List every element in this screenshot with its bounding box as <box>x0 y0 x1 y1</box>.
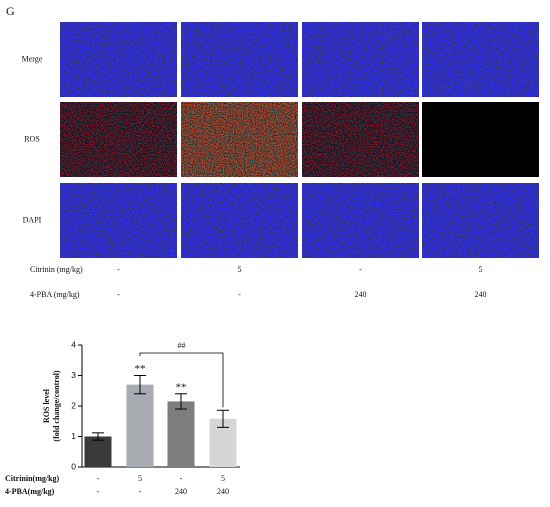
bar <box>84 436 112 467</box>
group-value: - <box>139 487 142 496</box>
group-value: - <box>97 487 100 496</box>
treatment-value: 5 <box>479 265 483 274</box>
micrograph <box>181 102 298 177</box>
micrograph <box>302 102 419 177</box>
image-grid: Merge ROS DAPI Citrinin (mg/kg) - 5 - 5 4-PBA (m… <box>22 22 539 299</box>
micrograph <box>422 22 539 97</box>
y-axis-label: ROS level(fold change/control) <box>42 370 61 442</box>
panel-label: G <box>6 4 15 18</box>
micrograph <box>60 102 177 177</box>
micrograph <box>422 102 539 177</box>
treatment-value: - <box>117 265 120 274</box>
group-value: 5 <box>138 474 142 483</box>
comparison-bracket <box>139 352 224 408</box>
y-tick-label: 2 <box>71 400 76 410</box>
micrograph <box>302 183 419 258</box>
micrograph <box>422 183 539 258</box>
micrograph <box>181 183 298 258</box>
treatment-label: Citrinin (mg/kg) <box>30 265 83 274</box>
y-tick-label: 1 <box>71 431 76 441</box>
group-value: 240 <box>217 487 229 496</box>
bar <box>126 384 154 467</box>
y-tick-label: 0 <box>71 461 76 471</box>
treatment-value: 240 <box>355 290 367 299</box>
y-axis-label-line: (fold change/control) <box>52 370 61 442</box>
group-value: 240 <box>175 487 187 496</box>
group-value: - <box>97 474 100 483</box>
row-label: ROS <box>24 134 40 143</box>
significance: ** <box>135 363 146 375</box>
group-label: 4-PBA(mg/kg) <box>5 487 55 496</box>
micrograph <box>60 183 177 258</box>
treatment-value: - <box>117 290 120 299</box>
micrograph <box>181 22 298 97</box>
bracket-label: ## <box>178 341 186 350</box>
y-axis-label-line: ROS level <box>42 388 51 423</box>
significance: ** <box>176 381 187 393</box>
bar-chart: 0 1 2 3 4 ROS level(fold change/control) ** ** #… <box>5 339 240 496</box>
treatment-label: 4-PBA (mg/kg) <box>30 290 80 299</box>
y-tick-label: 3 <box>71 370 76 380</box>
micrograph <box>302 22 419 97</box>
row-label: Merge <box>22 54 43 63</box>
bar <box>167 401 195 467</box>
row-label: DAPI <box>23 215 42 224</box>
treatment-value: - <box>238 290 241 299</box>
treatment-value: - <box>359 265 362 274</box>
treatment-value: 240 <box>475 290 487 299</box>
group-value: - <box>180 474 183 483</box>
y-tick-label: 4 <box>71 339 76 349</box>
micrograph <box>60 22 177 97</box>
treatment-value: 5 <box>238 265 242 274</box>
group-label: Citrinin(mg/kg) <box>5 474 60 483</box>
group-value: 5 <box>221 474 225 483</box>
